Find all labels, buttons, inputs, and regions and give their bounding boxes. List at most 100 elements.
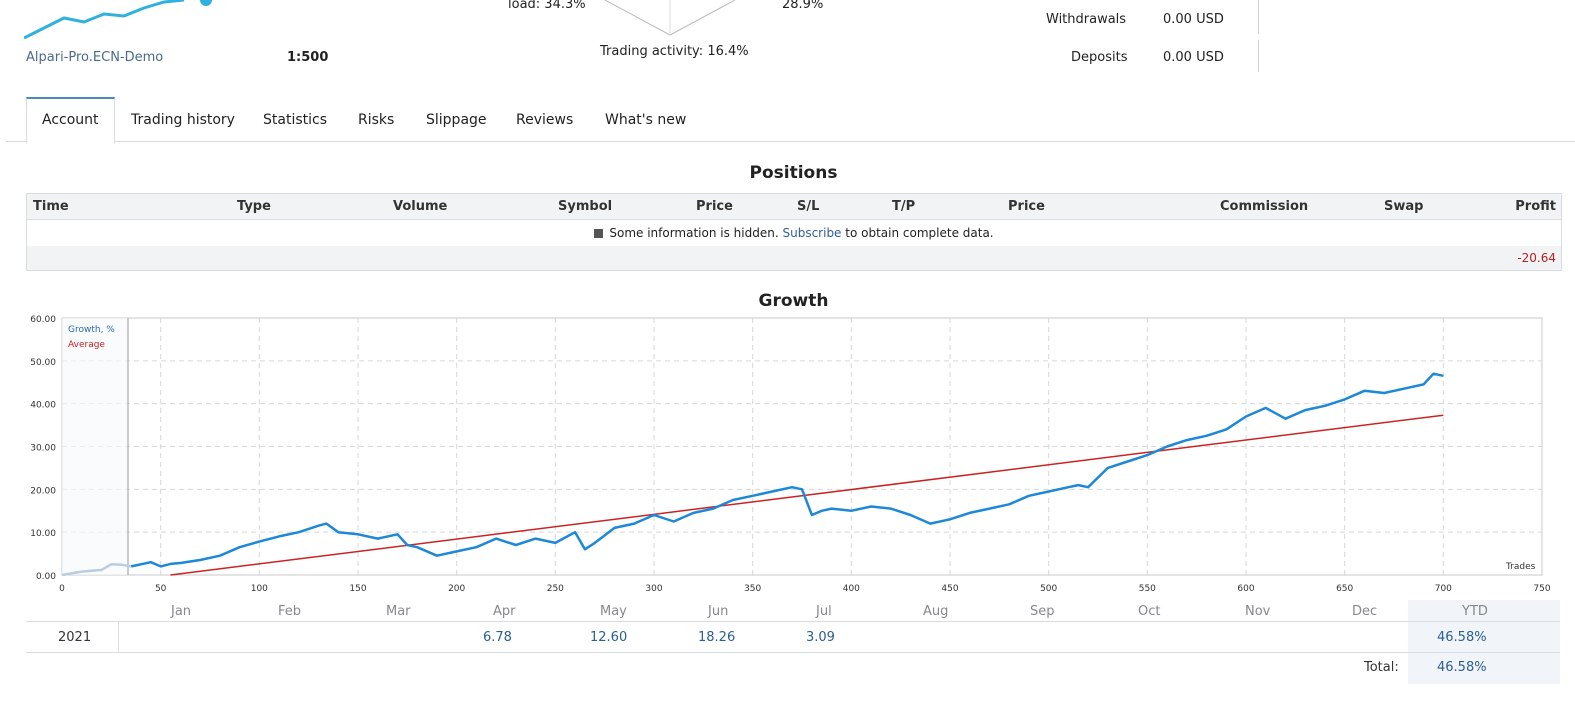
radar-value: 28.9% [782,0,824,12]
legend-average: Average [68,340,105,350]
divider [26,652,1560,653]
subscribe-link[interactable]: Subscribe [782,226,842,240]
y-tick-label: 60.00 [30,315,56,325]
withdrawals-value: 0.00 USD [1163,12,1224,27]
series-average [170,414,1444,576]
col-price[interactable]: Price [696,199,733,214]
tab-slippage[interactable]: Slippage [426,112,487,128]
month-header: Jul [816,604,832,619]
divider [1258,0,1259,34]
series-growth-pre [61,563,132,577]
y-tick-label: 0.00 [36,572,56,582]
col-volume[interactable]: Volume [393,199,448,214]
month-value: 3.09 [806,630,835,645]
col-sl[interactable]: S/L [797,199,820,214]
month-header: Dec [1352,604,1378,619]
month-header: Oct [1138,604,1161,619]
month-header: Apr [493,604,516,619]
tab-statistics[interactable]: Statistics [263,112,327,128]
info-suffix: to obtain complete data. [845,226,994,240]
hidden-info-row: Some information is hidden. Subscribe to… [27,220,1561,246]
info-text: Some information is hidden. [609,226,779,240]
tab-risks[interactable]: Risks [358,112,395,128]
divider [26,621,1560,622]
growth-chart: 0.00 10.00 20.00 30.00 40.00 50.00 60.00 0 50 10… [30,315,1551,594]
series-growth [130,372,1444,568]
y-tick-label: 10.00 [30,529,56,539]
col-commission[interactable]: Commission [1220,199,1309,214]
trading-activity: Trading activity: 16.4% [600,44,749,59]
total-row: -20.64 [27,246,1561,270]
load-metric: load: 34.3% [508,0,586,12]
month-header: Feb [278,604,302,619]
ytd-column-bg [1408,600,1560,684]
x-tick-label: 150 [349,584,366,594]
x-tick-label: 300 [645,584,662,594]
year-label: 2021 [58,630,92,645]
x-tick-label: 450 [941,584,958,594]
col-tp[interactable]: T/P [892,199,916,214]
col-profit[interactable]: Profit [1515,199,1556,214]
month-header: Sep [1030,604,1055,619]
x-tick-label: 750 [1533,584,1550,594]
total-label: Total: [1364,660,1399,675]
month-header: Aug [923,604,949,619]
divider [118,622,119,652]
col-swap[interactable]: Swap [1384,199,1424,214]
growth-title: Growth [758,291,829,311]
x-tick-label: 350 [744,584,761,594]
tab-bar: Account Trading history Statistics Risks… [6,97,1575,144]
positions-title: Positions [749,163,838,183]
ytd-header: YTD [1462,604,1488,619]
total-value: 46.58% [1437,660,1487,675]
ytd-value: 46.58% [1437,630,1487,645]
x-tick-label: 0 [59,584,65,594]
y-tick-label: 30.00 [30,444,56,454]
x-tick-label: 250 [547,584,564,594]
pre-period-shade [62,318,128,575]
table-header: Time Type Volume Symbol Price S/L T/P Pr… [27,194,1561,220]
tab-reviews[interactable]: Reviews [516,112,574,128]
deposits-label: Deposits [1071,50,1128,65]
x-tick-label: 50 [155,584,167,594]
tab-trading-history[interactable]: Trading history [131,112,235,128]
leverage-value: 1:500 [287,50,329,65]
x-tick-label: 100 [251,584,268,594]
month-header: Jan [171,604,192,619]
legend-growth: Growth, % [68,325,115,335]
y-tick-label: 40.00 [30,401,56,411]
x-tick-label: 700 [1435,584,1452,594]
y-tick-label: 50.00 [30,358,56,368]
divider [1258,40,1259,72]
account-sparkline [24,0,212,40]
col-symbol[interactable]: Symbol [558,199,613,214]
radar-chart [604,0,736,36]
col-type[interactable]: Type [237,199,271,214]
tab-account[interactable]: Account [26,97,115,144]
x-tick-label: 200 [448,584,465,594]
month-header: May [600,604,627,619]
total-profit: -20.64 [1517,251,1556,265]
deposits-value: 0.00 USD [1163,50,1224,65]
x-tick-label: 650 [1336,584,1353,594]
positions-table: Time Type Volume Symbol Price S/L T/P Pr… [26,193,1562,271]
month-header: Nov [1245,604,1271,619]
monthly-returns-table: Jan Feb Mar Apr May Jun Jul Aug Sep Oct Nov Dec YTD… [26,600,1560,684]
x-axis-label: Trades [1505,562,1536,572]
x-tick-label: 600 [1237,584,1254,594]
lock-icon [594,229,604,238]
tab-whats-new[interactable]: What's new [605,112,687,128]
col-close-price[interactable]: Price [1008,199,1045,214]
month-value: 18.26 [698,630,736,645]
x-tick-label: 500 [1040,584,1057,594]
x-tick-label: 400 [843,584,860,594]
col-time[interactable]: Time [33,199,69,214]
withdrawals-label: Withdrawals [1046,12,1127,27]
month-value: 6.78 [483,630,512,645]
y-tick-label: 20.00 [30,486,56,496]
month-header: Mar [386,604,411,619]
month-value: 12.60 [590,630,628,645]
month-header: Jun [708,604,729,619]
x-tick-label: 550 [1139,584,1156,594]
server-name[interactable]: Alpari-Pro.ECN-Demo [26,50,164,65]
